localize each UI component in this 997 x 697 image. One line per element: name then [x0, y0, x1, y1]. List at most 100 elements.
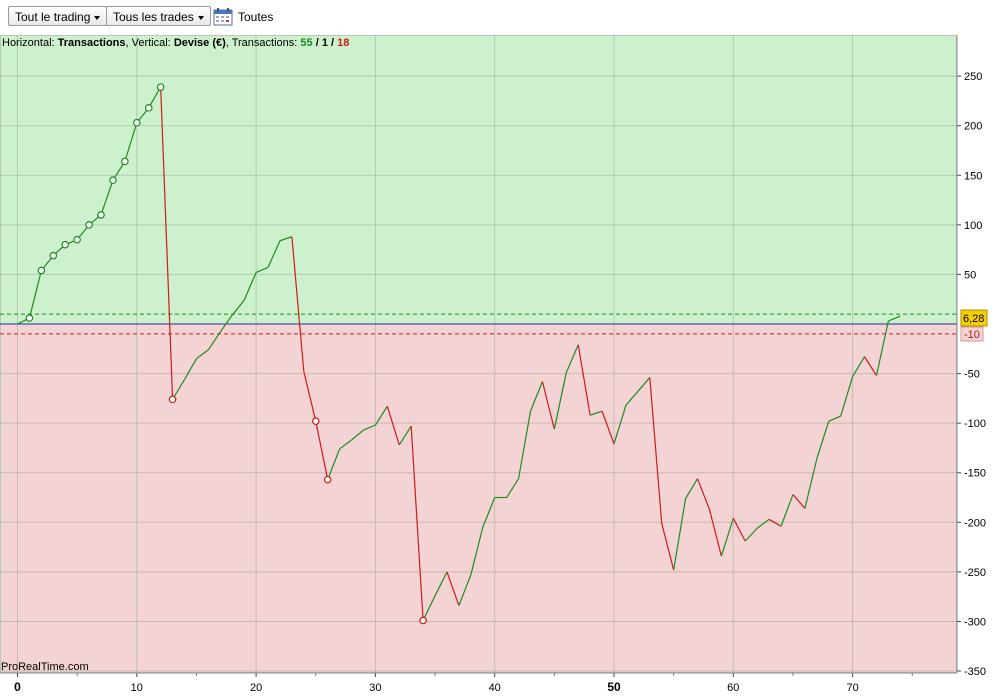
equity-segment [148, 86, 162, 109]
trade-marker [61, 240, 70, 249]
equity-segment [267, 240, 281, 268]
trade-marker [97, 211, 105, 219]
equity-segment [685, 478, 699, 499]
trade-marker [85, 221, 93, 229]
equity-segment [327, 448, 341, 480]
lower-threshold-badge [960, 326, 984, 342]
trade-marker [144, 104, 153, 112]
equity-segment [458, 574, 472, 606]
profit-zone [0, 35, 957, 324]
equity-segment [768, 518, 782, 527]
trade-marker [121, 157, 129, 166]
y-tick-label: -350 [964, 666, 986, 678]
y-tick-label: -150 [964, 468, 986, 480]
equity-segment [124, 122, 138, 162]
trades-filter-label: Tous les trades [113, 10, 194, 24]
toolbar: Tout le trading Tous les trades Toutes [0, 0, 997, 34]
legend-sep2: / [331, 37, 335, 49]
equity-segment [637, 377, 651, 392]
loss-zone [0, 324, 957, 673]
equity-segment [541, 381, 555, 430]
equity-segment [470, 527, 484, 575]
x-tick-label: 50 [607, 680, 621, 694]
equity-segment [207, 331, 221, 351]
equity-segment [291, 236, 305, 372]
legend-neutral: 1 [321, 37, 328, 49]
equity-segment [577, 344, 591, 416]
y-tick-label: 200 [964, 121, 982, 133]
trades-filter-dropdown[interactable]: Tous les trades [106, 6, 211, 26]
equity-segment [100, 180, 114, 216]
y-tick-label: -100 [964, 418, 986, 430]
equity-segment [172, 379, 186, 400]
equity-segment [875, 320, 889, 376]
legend-losses: 18 [337, 37, 350, 49]
y-tick-label: -250 [964, 567, 986, 579]
equity-segment [696, 478, 710, 510]
equity-segment [363, 424, 376, 431]
equity-segment [279, 236, 293, 242]
equity-segment [888, 315, 901, 322]
current-value-badge [960, 309, 988, 327]
equity-segment [482, 497, 496, 528]
x-tick-label: 40 [489, 682, 501, 694]
equity-segment [196, 349, 209, 360]
equity-segment [720, 518, 734, 557]
trade-marker [73, 235, 81, 244]
dropdown-arrow-icon [94, 15, 101, 20]
equity-segment [231, 299, 245, 316]
trade-marker [156, 83, 165, 91]
x-tick-label: 70 [846, 682, 858, 694]
equity-segment [661, 523, 675, 571]
y-tick-label: -50 [964, 369, 980, 381]
dropdown-arrow-icon [197, 15, 204, 20]
equity-segment [852, 356, 866, 377]
legend-v-value: Devise (€) [173, 37, 226, 49]
equity-segment [446, 571, 460, 606]
equity-segment [816, 420, 830, 460]
trade-marker [311, 417, 320, 425]
y-tick-label: 150 [964, 170, 982, 182]
legend-wins: 55 [300, 37, 313, 49]
y-tick-label: 50 [964, 269, 976, 281]
equity-segment [589, 410, 603, 416]
y-tick-label: -300 [964, 616, 986, 628]
x-tick-label: 20 [250, 682, 262, 694]
x-tick-label: 0 [14, 680, 21, 694]
equity-segment [601, 411, 615, 445]
equity-segment [434, 571, 448, 596]
legend-t-prefix: , Transactions: [225, 37, 298, 49]
equity-segment [517, 411, 532, 479]
equity-segment [506, 478, 520, 498]
equity-segment [28, 270, 42, 319]
x-tick-label: 60 [727, 682, 739, 694]
equity-segment [422, 595, 436, 621]
equity-segment [792, 494, 806, 509]
equity-segment [553, 372, 567, 430]
equity-segment [255, 266, 269, 273]
x-tick-label: 30 [369, 682, 381, 694]
trade-marker [323, 475, 332, 484]
equity-segment [840, 376, 854, 417]
equity-segment [625, 391, 639, 406]
equity-segment [780, 494, 794, 527]
trade-marker [37, 266, 46, 275]
period-label[interactable]: Toutes [238, 10, 274, 24]
legend-h-prefix: Horizontal: [2, 37, 55, 49]
equity-segment [410, 426, 424, 621]
trading-scope-label: Tout le trading [15, 10, 91, 24]
equity-segment [183, 358, 197, 380]
current-value-label: 6,28 [963, 313, 984, 325]
equity-segment [565, 344, 579, 373]
y-tick-label: -200 [964, 517, 986, 529]
trade-marker [25, 314, 34, 322]
equity-segment [398, 425, 412, 446]
equity-segment [744, 527, 758, 542]
calendar-icon[interactable] [213, 8, 233, 26]
equity-segment [613, 405, 627, 445]
chart-legend: Horizontal: Transactions, Vertical: Devi… [2, 37, 349, 49]
equity-segment [315, 421, 329, 480]
equity-segment [649, 377, 663, 524]
equity-segment [219, 314, 233, 333]
